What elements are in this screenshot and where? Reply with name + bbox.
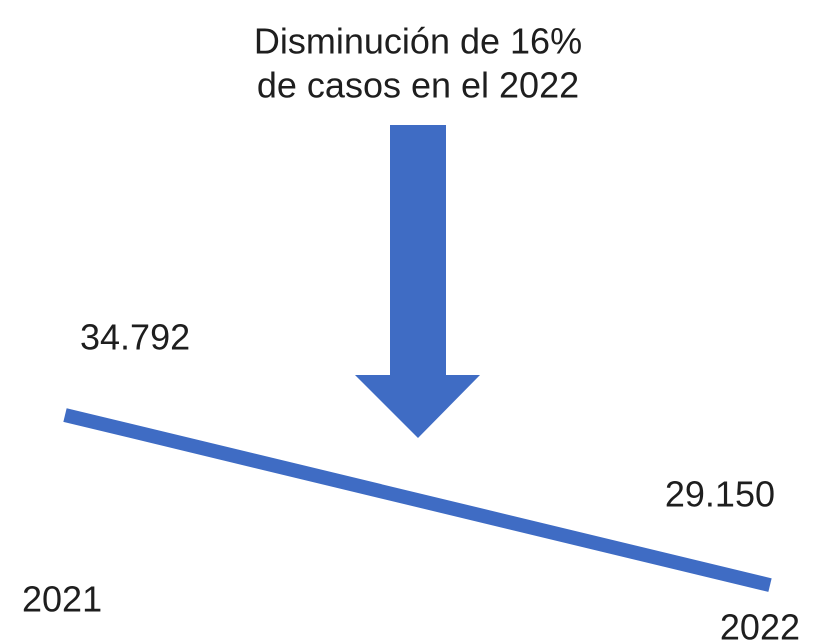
value-label: 34.792 xyxy=(80,317,190,358)
category-label: 2022 xyxy=(720,607,800,643)
decrease-arrow xyxy=(355,125,480,438)
category-label: 2021 xyxy=(22,579,102,620)
annotation-line: de casos en el 2022 xyxy=(257,65,579,106)
annotation-line: Disminución de 16% xyxy=(254,21,582,62)
data-line xyxy=(63,408,772,592)
value-label: 29.150 xyxy=(665,474,775,515)
